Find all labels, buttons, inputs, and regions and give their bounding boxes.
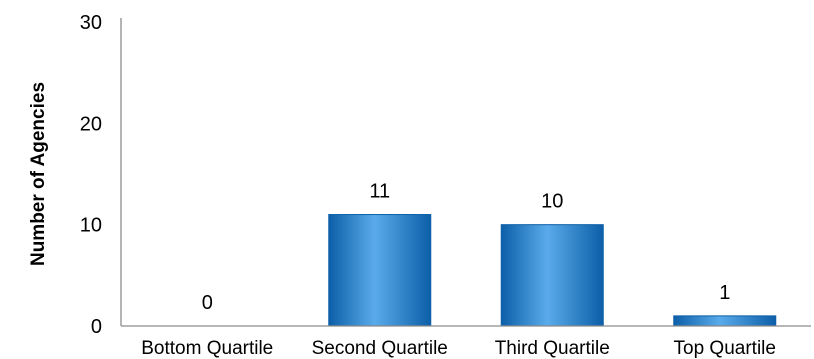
data-label-1: 11 xyxy=(369,181,390,203)
bar-2 xyxy=(500,224,604,327)
data-label-3: 1 xyxy=(719,282,730,304)
y-tick-label: 0 xyxy=(91,316,102,338)
y-tick-label: 20 xyxy=(80,113,102,135)
bars xyxy=(328,214,777,327)
category-label-1: Second Quartile xyxy=(312,338,448,359)
data-label-2: 10 xyxy=(541,191,563,213)
y-tick-label: 30 xyxy=(80,12,102,34)
y-axis-ticks: 0 10 20 30 xyxy=(80,12,102,338)
category-labels: Bottom Quartile Second Quartile Third Quar… xyxy=(141,338,776,359)
bar-1 xyxy=(328,214,432,327)
axes xyxy=(120,18,811,327)
category-label-0: Bottom Quartile xyxy=(141,338,273,359)
bar-3 xyxy=(673,315,777,327)
data-labels: 0 11 10 1 xyxy=(202,181,731,314)
data-label-0: 0 xyxy=(202,292,213,314)
category-label-3: Top Quartile xyxy=(674,338,776,359)
y-axis-title: Number of Agencies xyxy=(28,82,49,266)
y-tick-label: 10 xyxy=(80,215,102,237)
category-label-2: Third Quartile xyxy=(495,338,610,359)
